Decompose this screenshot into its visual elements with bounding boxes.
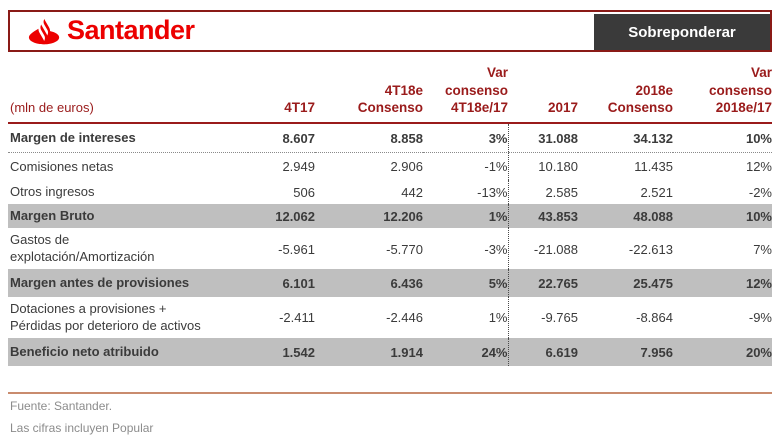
cell-value: 2.949 xyxy=(282,159,315,175)
row-label: Margen de intereses xyxy=(8,122,248,153)
cell-value: 6.101 xyxy=(248,268,315,297)
cell-value: 25.475 xyxy=(578,268,673,297)
cell-value: 442 xyxy=(401,185,423,201)
table-row-comisiones-netas: Comisiones netas 2.949 2.906 -1% 10.180 … xyxy=(8,152,772,181)
cell-value: 20% xyxy=(673,337,772,366)
cell-value: 2.906 xyxy=(390,159,423,175)
cell-value: 8.858 xyxy=(315,122,423,153)
cell-value: 5% xyxy=(423,268,508,297)
table-row-margen-intereses: Margen de intereses 8.607 8.858 3% 31.08… xyxy=(8,122,772,153)
cell-value: 1.914 xyxy=(315,337,423,366)
cell-value: -3% xyxy=(484,241,508,257)
cell-value: 2.521 xyxy=(640,185,673,201)
source-note: Fuente: Santander. xyxy=(10,399,113,413)
table-header-row: (mln de euros) 4T17 4T18e Consenso Var c… xyxy=(8,64,772,124)
cell-value: 3% xyxy=(423,122,508,153)
cell-value: 12% xyxy=(745,159,772,175)
cell-value: 22.765 xyxy=(507,268,578,297)
cell-value: -2% xyxy=(748,185,772,201)
table-row-margen-bruto: Margen Bruto 12.062 12.206 1% 43.853 48.… xyxy=(8,204,772,229)
column-header-2018e-consenso: 2018e Consenso xyxy=(578,64,673,124)
cell-value: -22.613 xyxy=(628,241,673,257)
cell-value: 24% xyxy=(423,337,508,366)
row-label: Margen antes de provisiones xyxy=(8,268,248,297)
brand-wordmark: Santander xyxy=(67,15,195,45)
cell-value: 2.585 xyxy=(507,180,578,205)
row-label: Gastos de explotación/Amortización xyxy=(10,232,155,265)
cell-value: 12% xyxy=(673,268,772,297)
cell-value: 31.088 xyxy=(507,122,578,153)
cell-value: 1% xyxy=(423,204,508,229)
cell-value: -9.765 xyxy=(507,296,578,338)
cell-value: -8.864 xyxy=(636,310,673,326)
cell-value: -21.088 xyxy=(507,228,578,269)
santander-flame-icon xyxy=(28,18,61,46)
santander-logo: Santander xyxy=(28,17,195,46)
cell-value: 12.062 xyxy=(248,204,315,229)
column-header-4t17: 4T17 xyxy=(248,64,315,124)
row-label: Beneficio neto atribuido xyxy=(8,337,248,366)
cell-value: 48.088 xyxy=(578,204,673,229)
cell-value: -5.770 xyxy=(386,241,423,257)
financials-table-wrap: (mln de euros) 4T17 4T18e Consenso Var c… xyxy=(8,64,772,366)
financials-table: (mln de euros) 4T17 4T18e Consenso Var c… xyxy=(8,64,772,366)
cell-value: -13% xyxy=(477,185,508,201)
row-label: Comisiones netas xyxy=(10,158,114,174)
cell-value: 34.132 xyxy=(578,122,673,153)
cell-value: -2.411 xyxy=(279,310,315,326)
header-bar: Santander Sobreponderar xyxy=(8,10,772,52)
cell-value: -2.446 xyxy=(386,310,423,326)
cell-value: 6.436 xyxy=(315,268,423,297)
cell-value: 10.180 xyxy=(507,152,578,181)
column-header-4t18e-consenso: 4T18e Consenso xyxy=(315,64,423,124)
table-row-margen-antes-provisiones: Margen antes de provisiones 6.101 6.436 … xyxy=(8,268,772,297)
cell-value: 506 xyxy=(293,185,315,201)
table-row-otros-ingresos: Otros ingresos 506 442 -13% 2.585 2.521 … xyxy=(8,180,772,205)
table-row-gastos-explotacion: Gastos de explotación/Amortización -5.96… xyxy=(8,228,772,269)
table-row-beneficio-neto: Beneficio neto atribuido 1.542 1.914 24%… xyxy=(8,337,772,366)
cell-value: -9% xyxy=(748,310,772,326)
table-row-dotaciones-provisiones: Dotaciones a provisiones + Pérdidas por … xyxy=(8,296,772,338)
cell-value: 1% xyxy=(488,310,508,326)
cell-value: 6.619 xyxy=(507,337,578,366)
cell-value: 7.956 xyxy=(578,337,673,366)
cell-value: -5.961 xyxy=(278,241,315,257)
column-header-2017: 2017 xyxy=(508,64,578,124)
column-header-var-4t18e: Var consenso 4T18e/17 xyxy=(423,64,508,124)
footer-divider xyxy=(8,392,772,394)
unit-label: (mln de euros) xyxy=(8,64,248,124)
cell-value: 7% xyxy=(753,241,772,257)
cell-value: 43.853 xyxy=(507,204,578,229)
row-label: Dotaciones a provisiones + Pérdidas por … xyxy=(10,300,201,333)
column-header-var-2018e: Var consenso 2018e/17 xyxy=(673,64,772,124)
row-label: Margen Bruto xyxy=(8,204,248,229)
cell-value: 10% xyxy=(673,204,772,229)
cell-value: 1.542 xyxy=(248,337,315,366)
cell-value: 11.435 xyxy=(634,159,673,175)
cell-value: 12.206 xyxy=(315,204,423,229)
cell-value: 8.607 xyxy=(248,122,315,153)
row-label: Otros ingresos xyxy=(10,184,95,200)
rating-badge[interactable]: Sobreponderar xyxy=(594,14,770,50)
cell-value: -1% xyxy=(484,159,508,175)
popular-footnote: Las cifras incluyen Popular xyxy=(10,421,154,435)
cell-value: 10% xyxy=(673,122,772,153)
